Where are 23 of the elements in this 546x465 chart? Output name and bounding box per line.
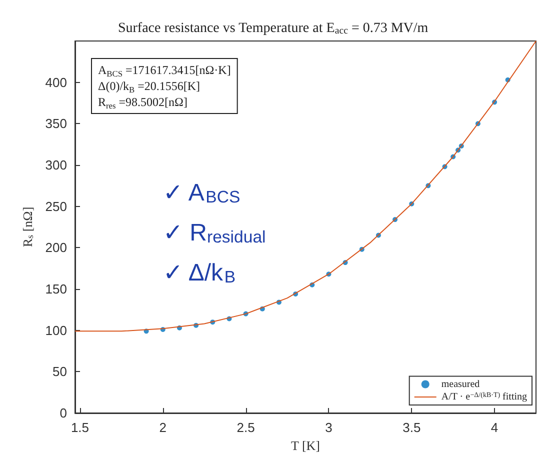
y-tick-label: 0 [60,406,67,420]
y-tick-label: 400 [45,74,67,90]
x-axis-title: T [K] [290,438,320,453]
x-tick-label: 4 [490,420,498,435]
line-series [74,40,536,332]
x-tick-label: 3.5 [402,420,421,435]
y-tick-label: 200 [45,240,67,256]
x-tick-label: 2 [159,420,167,435]
y-tick-label: 150 [45,282,67,296]
x-tick-label: 2.5 [236,420,255,435]
y-tick-label: 50 [52,364,67,380]
y-tick-label: 250 [45,198,67,214]
annotation: ✓ ABCS [163,180,240,207]
y-axis-title: Rs [nΩ] [20,206,36,248]
chart-title: Surface resistance vs Temperature at Eacc = 0.73 MV/m [118,20,428,36]
x-tick-label: 1.5 [70,420,90,435]
annotation: ✓ Rresidual [163,220,266,247]
y-tick-label: 300 [45,158,67,172]
annotation: ✓ Δ/kB [163,260,236,287]
x-tick-label: 3 [325,420,332,435]
y-tick-label: 350 [45,116,67,132]
y-tick-label: 100 [45,322,67,338]
legend-label: measured [441,378,480,390]
